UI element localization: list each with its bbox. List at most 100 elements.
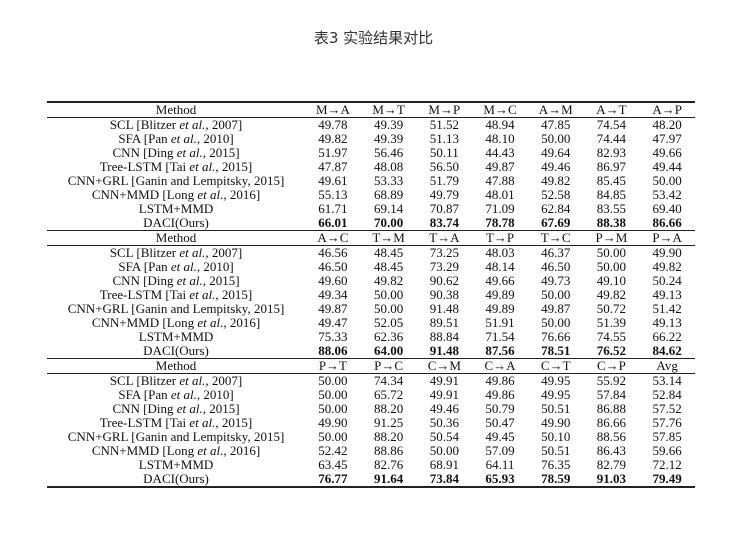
method-name-cell: SCL [Blitzer et al., 2007]	[47, 246, 305, 261]
method-name-cell: DACI(Ours)	[47, 472, 306, 488]
result-value-cell: 48.94	[485, 117, 515, 132]
method-name-text: CNN+MMD [Long	[91, 444, 198, 458]
citation-et-al: et al.	[197, 316, 224, 330]
table-row: SCL [Blitzer et al., 2007] 50.00 74.34 49.9…	[47, 374, 695, 389]
table-row: Tree-LSTM [Tai et al., 2015] 49.34 50.00 90…	[47, 288, 695, 302]
result-value-cell: 82.76	[373, 458, 404, 472]
result-value-cell: 49.34	[318, 288, 348, 302]
result-value-cell: 49.82	[541, 174, 571, 188]
method-name-text: , 2010]	[196, 260, 234, 274]
result-value-cell: 51.52	[429, 117, 459, 132]
result-value-cell: 50.00	[596, 245, 627, 260]
method-name-cell: SFA [Pan et al., 2010]	[47, 260, 305, 274]
citation-et-al: et al.	[197, 444, 224, 458]
result-value-cell: 49.39	[373, 117, 404, 132]
result-value-cell: 86.43	[596, 444, 627, 458]
citation-et-al: et al.	[176, 402, 203, 416]
table-row: SFA [Pan et al., 2010] 50.00 65.72 49.91 49.…	[47, 388, 695, 402]
result-value-cell: 50.47	[485, 416, 515, 430]
result-value-cell: 51.79	[429, 174, 459, 188]
result-value-cell: 49.66	[485, 274, 515, 288]
result-value-cell: 86.66	[596, 416, 627, 430]
table-row: CNN+GRL [Ganin and Lempitsky, 2015] 49.87…	[47, 302, 695, 316]
result-value-cell: 50.00	[373, 302, 404, 316]
table-header-row: Method M→A M→T M→P M→C A→M A→T A→P	[47, 101, 695, 118]
method-name-cell: SFA [Pan et al., 2010]	[47, 388, 305, 402]
result-value-cell: 62.36	[373, 330, 404, 344]
result-value-cell: 46.50	[318, 260, 348, 274]
result-value-cell: 50.00	[652, 174, 682, 188]
result-value-cell: 62.84	[541, 202, 571, 216]
result-value-cell: 49.90	[541, 416, 571, 430]
method-name-cell: LSTM+MMD	[47, 202, 305, 216]
result-value-cell: 49.95	[541, 373, 571, 388]
result-value-cell: 50.00	[541, 288, 571, 302]
result-value-cell: 87.56	[485, 344, 515, 358]
method-name-cell: Tree-LSTM [Tai et al., 2015]	[47, 288, 305, 302]
result-value-cell: 49.66	[652, 146, 682, 160]
citation-et-al: et al.	[179, 373, 206, 388]
result-value-cell: 73.29	[429, 260, 459, 274]
method-name-text: CNN+GRL [Ganin and Lempitsky, 2015]	[67, 302, 285, 316]
result-value-cell: 52.58	[541, 188, 571, 202]
method-name-cell: DACI(Ours)	[47, 216, 305, 231]
task-column-header: P→T	[305, 358, 361, 374]
method-name-text: , 2015]	[215, 160, 253, 174]
result-value-cell: 51.13	[429, 132, 459, 146]
table-row: SFA [Pan et al., 2010] 46.50 48.45 73.29 48.…	[47, 260, 695, 274]
citation-et-al: et al.	[179, 245, 206, 260]
result-value-cell: 57.85	[652, 430, 682, 444]
method-column-header: Method	[47, 358, 306, 374]
result-value-cell: 88.84	[429, 330, 459, 344]
result-value-cell: 49.82	[652, 260, 682, 274]
task-column-header: M→A	[305, 101, 361, 118]
method-name-cell: LSTM+MMD	[47, 330, 305, 344]
method-name-text: CNN [Ding	[112, 402, 177, 416]
result-value-cell: 50.00	[318, 430, 348, 444]
method-name-text: , 2015]	[215, 288, 253, 302]
task-column-header: A→C	[305, 230, 361, 246]
method-name-cell: SFA [Pan et al., 2010]	[47, 132, 305, 146]
task-column-header: M→C	[472, 101, 528, 118]
result-value-cell: 49.78	[318, 117, 348, 132]
result-value-cell: 57.09	[485, 444, 515, 458]
result-value-cell: 78.51	[541, 344, 571, 358]
result-value-cell: 50.00	[318, 402, 348, 416]
table-row: LSTM+MMD 75.33 62.36 88.84 71.54 76.66 74.55 66…	[47, 330, 695, 344]
result-value-cell: 71.54	[485, 330, 515, 344]
result-value-cell: 86.66	[652, 216, 682, 230]
result-value-cell: 73.25	[429, 245, 459, 260]
result-value-cell: 46.37	[541, 245, 571, 260]
result-value-cell: 44.43	[485, 146, 515, 160]
result-value-cell: 84.85	[596, 188, 627, 202]
result-value-cell: 49.91	[429, 373, 459, 388]
table-row: LSTM+MMD 61.71 69.14 70.87 71.09 62.84 83.55 69…	[47, 202, 695, 216]
result-value-cell: 49.86	[485, 388, 515, 402]
task-column-header: A→P	[639, 101, 695, 118]
result-value-cell: 70.87	[429, 202, 459, 216]
result-value-cell: 76.52	[596, 344, 627, 358]
result-value-cell: 74.54	[596, 117, 627, 132]
result-value-cell: 50.51	[541, 444, 571, 458]
table-header-row: Method A→C T→M T→A T→P T→C P→M P→A	[47, 230, 695, 246]
method-name-text: Tree-LSTM [Tai	[99, 160, 190, 174]
result-value-cell: 68.91	[429, 458, 459, 472]
result-value-cell: 91.25	[373, 416, 404, 430]
citation-et-al: et al.	[176, 274, 203, 288]
table-row: DACI(Ours) 76.77 91.64 73.84 65.93 78.59 91.03…	[47, 472, 695, 488]
result-value-cell: 50.00	[429, 444, 459, 458]
table-row: DACI(Ours) 88.06 64.00 91.48 87.56 78.51 76.52…	[47, 344, 695, 359]
result-value-cell: 53.42	[652, 188, 682, 202]
result-value-cell: 49.44	[652, 160, 682, 174]
method-name-cell: CNN+MMD [Long et al., 2016]	[47, 316, 305, 330]
method-name-cell: CNN+MMD [Long et al., 2016]	[47, 444, 305, 458]
task-column-header: C→M	[416, 358, 473, 374]
result-value-cell: 49.89	[485, 302, 515, 316]
result-value-cell: 90.62	[429, 274, 459, 288]
table-row: CNN [Ding et al., 2015] 51.97 56.46 50.11 44…	[47, 146, 695, 160]
method-name-text: Tree-LSTM [Tai	[99, 288, 190, 302]
result-value-cell: 79.49	[639, 472, 695, 488]
result-value-cell: 76.35	[541, 458, 571, 472]
task-column-header: A→M	[527, 101, 584, 118]
citation-et-al: et al.	[179, 117, 206, 132]
